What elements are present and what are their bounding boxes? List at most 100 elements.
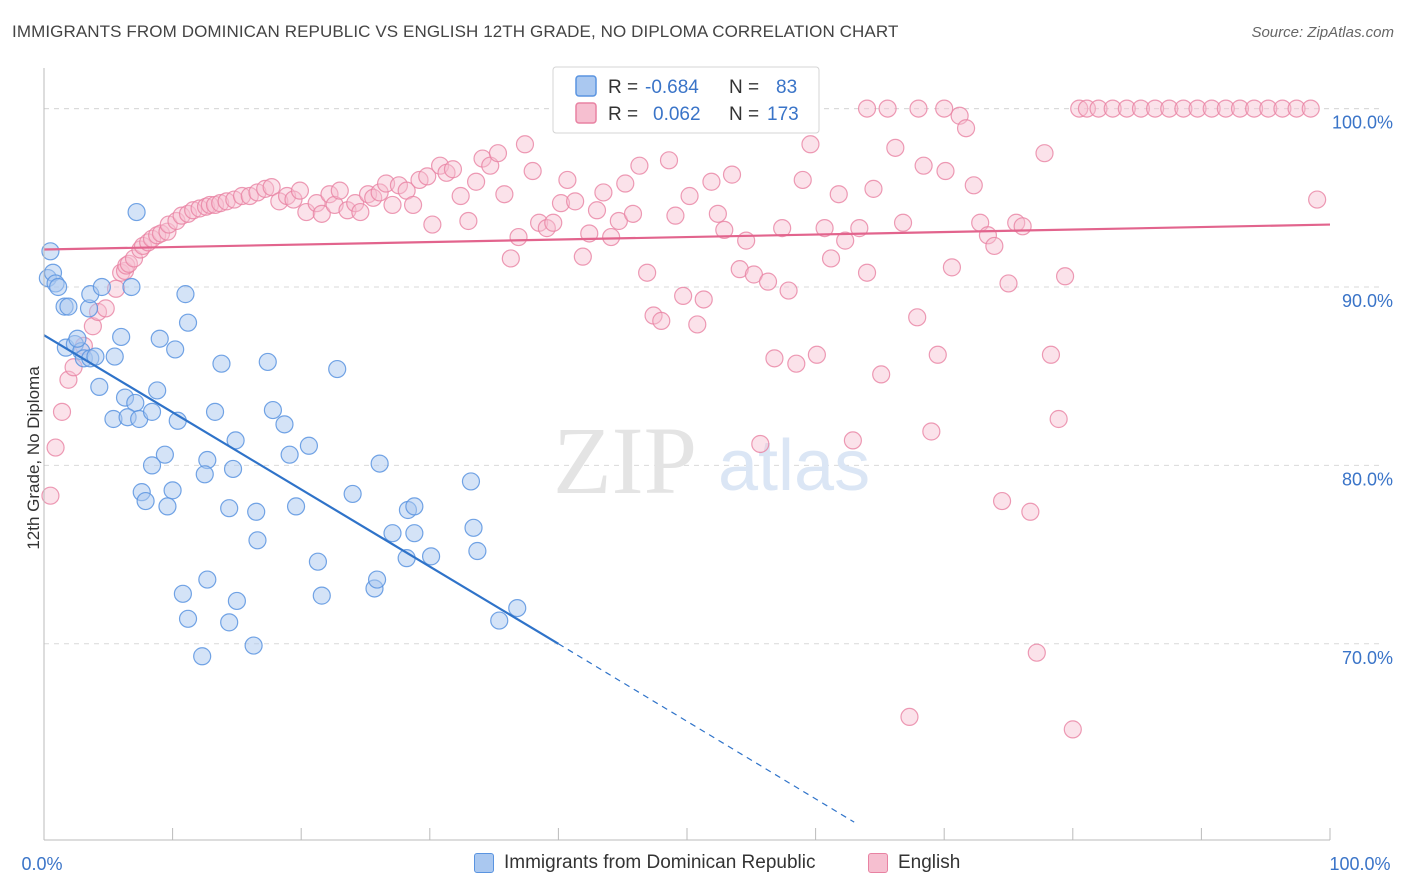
english-point bbox=[1063, 720, 1082, 739]
english-point bbox=[722, 165, 742, 184]
english-point bbox=[351, 202, 370, 222]
english-point bbox=[262, 177, 281, 197]
english-point bbox=[1055, 267, 1075, 286]
dominican-point bbox=[223, 459, 243, 479]
english-point bbox=[551, 194, 571, 213]
dominican-point bbox=[105, 347, 124, 366]
x-tick-label-max: 100.0% bbox=[1329, 854, 1390, 874]
bottom-legend-swatch-blue bbox=[474, 853, 494, 873]
dominican-point bbox=[158, 497, 177, 516]
dominican-point bbox=[248, 531, 267, 550]
english-point bbox=[509, 227, 528, 247]
english-point bbox=[1070, 99, 1089, 118]
english-point bbox=[290, 181, 310, 200]
english-point bbox=[843, 431, 862, 450]
dominican-point bbox=[308, 552, 328, 571]
axes bbox=[43, 68, 1331, 841]
english-point bbox=[737, 231, 756, 250]
legend-swatch-pink bbox=[575, 102, 597, 124]
dominican-point bbox=[122, 277, 141, 297]
english-point bbox=[730, 260, 749, 279]
english-point bbox=[423, 215, 442, 234]
x-tick-label-min: 0.0% bbox=[21, 854, 62, 874]
english-point bbox=[1089, 99, 1108, 118]
english-point bbox=[211, 194, 230, 213]
bottom-legend-swatch-pink bbox=[868, 853, 888, 873]
english-point bbox=[708, 204, 727, 223]
english-point bbox=[443, 160, 463, 179]
english-point bbox=[900, 707, 919, 727]
english-point bbox=[284, 190, 303, 209]
dominican-point bbox=[464, 518, 483, 537]
legend-n-label-2: N = bbox=[729, 104, 759, 125]
dominican-point bbox=[508, 598, 527, 618]
english-point bbox=[1245, 99, 1264, 118]
english-point bbox=[346, 194, 365, 213]
english-point bbox=[119, 254, 138, 273]
y-tick-label: 80.0% bbox=[1342, 469, 1393, 489]
bottom-legend-label-english: English bbox=[898, 852, 961, 873]
english-point bbox=[594, 183, 613, 202]
dominican-points bbox=[38, 202, 527, 666]
english-point bbox=[501, 249, 520, 268]
dominican-trend-line bbox=[43, 334, 559, 645]
english-point bbox=[850, 219, 869, 238]
english-point bbox=[908, 308, 927, 327]
english-point bbox=[652, 311, 671, 330]
legend-r-label-2: R = bbox=[608, 104, 638, 125]
english-point bbox=[383, 195, 402, 215]
dominican-point bbox=[41, 242, 60, 261]
dominican-point bbox=[90, 377, 109, 396]
english-point bbox=[836, 231, 855, 250]
english-point bbox=[702, 172, 721, 191]
english-point bbox=[1216, 99, 1235, 118]
english-point bbox=[190, 199, 209, 218]
english-point bbox=[821, 249, 841, 268]
dominican-point bbox=[312, 586, 331, 605]
english-point bbox=[893, 213, 913, 232]
legend-n-label-1: N = bbox=[729, 77, 759, 98]
english-point bbox=[751, 434, 770, 454]
english-point bbox=[1259, 99, 1278, 118]
dominican-point bbox=[227, 591, 246, 611]
english-point bbox=[616, 174, 635, 193]
english-point bbox=[46, 438, 65, 457]
watermark: ZIP atlas bbox=[553, 407, 870, 514]
english-point bbox=[878, 99, 897, 118]
english-point bbox=[956, 119, 976, 138]
dominican-point bbox=[370, 454, 389, 473]
chart-source: Source: ZipAtlas.com bbox=[1251, 24, 1394, 41]
english-point bbox=[602, 227, 621, 247]
dominican-point bbox=[92, 277, 111, 297]
english-point bbox=[758, 272, 778, 291]
english-point bbox=[935, 99, 954, 118]
english-point bbox=[985, 236, 1004, 256]
dominican-point bbox=[155, 445, 174, 464]
watermark-zip: ZIP bbox=[553, 407, 697, 514]
english-point bbox=[688, 315, 707, 334]
english-point bbox=[857, 263, 877, 282]
english-point bbox=[1230, 99, 1250, 118]
english-point bbox=[1308, 190, 1327, 209]
english-point bbox=[580, 224, 599, 243]
english-point bbox=[96, 299, 115, 318]
english-point bbox=[942, 258, 962, 277]
english-point bbox=[312, 204, 331, 223]
english-point bbox=[992, 491, 1012, 511]
english-point bbox=[674, 286, 693, 306]
dominican-point bbox=[247, 502, 266, 521]
english-point bbox=[330, 181, 349, 200]
dominican-point bbox=[142, 402, 162, 421]
english-point bbox=[358, 185, 378, 204]
english-point bbox=[52, 402, 72, 421]
english-point bbox=[1027, 643, 1046, 662]
english-point bbox=[178, 204, 198, 223]
dominican-point bbox=[343, 484, 362, 504]
english-point bbox=[1188, 99, 1207, 118]
english-point bbox=[523, 161, 542, 181]
english-point bbox=[1202, 99, 1221, 118]
english-point bbox=[801, 135, 820, 154]
legend-r-value-1: -0.684 bbox=[645, 77, 699, 98]
dominican-point bbox=[166, 340, 185, 359]
english-point bbox=[773, 219, 792, 238]
